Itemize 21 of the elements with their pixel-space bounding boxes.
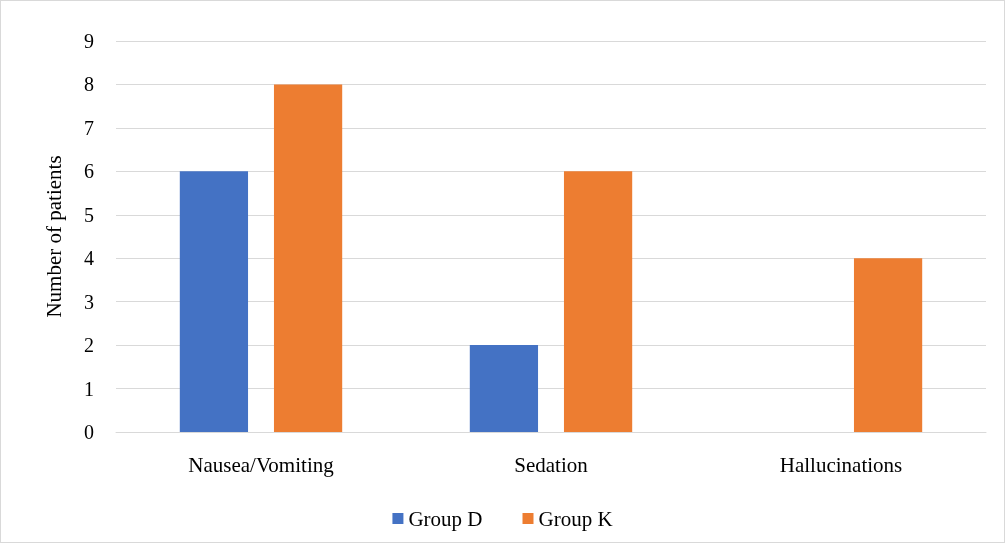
x-tick-label: Hallucinations (779, 452, 903, 477)
bar (853, 258, 923, 432)
x-tick-label: Sedation (514, 452, 589, 477)
bar (179, 171, 249, 432)
bar (273, 84, 343, 432)
y-tick-label: 8 (84, 73, 94, 96)
legend-label: Group D (408, 506, 483, 531)
y-tick-label: 6 (84, 160, 94, 183)
y-tick-label: 0 (84, 421, 94, 443)
y-tick-label: 1 (84, 377, 94, 400)
legend-label: Group K (538, 506, 613, 531)
bar (563, 171, 633, 432)
x-tick-label: Nausea/Vomiting (188, 452, 335, 477)
y-tick-label: 5 (84, 203, 94, 226)
bar (469, 345, 539, 432)
y-tick-label: 3 (84, 290, 94, 313)
y-tick-label: 9 (84, 30, 94, 52)
y-tick-label: 4 (84, 247, 94, 270)
y-tick-label: 2 (84, 334, 94, 357)
y-axis-title: Number of patients (41, 155, 66, 318)
y-tick-label: 7 (84, 116, 94, 139)
